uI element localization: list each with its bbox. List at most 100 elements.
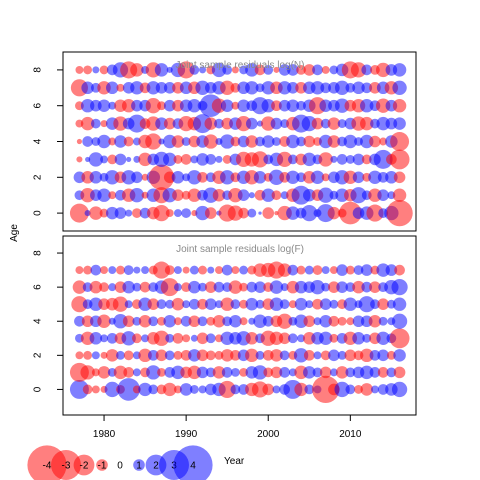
residual-bubble: [318, 152, 333, 167]
residual-bubble: [230, 367, 240, 377]
residual-bubble: [90, 264, 102, 276]
residual-bubble: [247, 208, 257, 218]
residual-bubble: [220, 170, 235, 185]
residual-bubble: [197, 298, 208, 310]
residual-bubble: [141, 266, 150, 275]
residual-bubble: [220, 80, 235, 95]
residual-bubble: [126, 156, 132, 162]
residual-bubble: [222, 316, 233, 327]
residual-bubble: [196, 332, 209, 345]
residual-bubble: [69, 203, 89, 223]
residual-bubble: [301, 115, 317, 132]
residual-bubble: [313, 351, 322, 360]
residual-bubble: [116, 265, 125, 275]
residual-bubble: [80, 365, 95, 380]
residual-bubble: [238, 207, 249, 219]
residual-bubble: [173, 350, 183, 360]
residual-bubble: [345, 265, 355, 275]
residual-bubble: [237, 189, 250, 201]
residual-bubble: [329, 266, 338, 275]
residual-bubble: [108, 191, 117, 200]
x-axis: 1980 1990 2000 2010: [93, 415, 362, 440]
residual-bubble: [303, 188, 316, 202]
residual-bubble: [127, 114, 146, 133]
residual-bubble: [97, 366, 111, 379]
residual-bubble: [212, 188, 226, 202]
residual-bubble: [271, 190, 282, 201]
residual-bubble: [105, 170, 120, 185]
residual-bubble: [230, 136, 241, 147]
residual-bubble: [321, 173, 330, 182]
residual-bubble: [294, 314, 308, 328]
residual-bubble: [336, 264, 348, 276]
residual-bubble: [319, 99, 332, 112]
residual-bubble: [214, 118, 224, 129]
residual-bubble: [312, 265, 323, 275]
residual-bubble: [312, 298, 323, 310]
residual-bubble: [131, 171, 143, 184]
bottom-panel-title: Joint sample residuals log(F): [176, 244, 304, 255]
residual-bubble: [336, 281, 348, 293]
residual-bubble: [156, 299, 167, 310]
residual-bubble: [245, 81, 259, 95]
residual-bubble: [129, 188, 145, 203]
top-y-tick-label: 0: [33, 210, 44, 216]
residual-bubble: [132, 368, 141, 377]
residual-bubble: [262, 383, 275, 396]
residual-bubble: [83, 350, 93, 360]
residual-bubble: [187, 170, 202, 185]
residual-bubble: [393, 171, 406, 184]
residual-bubble: [99, 282, 109, 293]
residual-bubble: [91, 351, 100, 360]
residual-bubble: [248, 192, 255, 199]
residual-bubble: [360, 264, 373, 276]
residual-bubble: [231, 101, 240, 110]
residual-bubble: [261, 135, 275, 148]
residual-bubble: [145, 133, 162, 150]
residual-bubble: [89, 297, 103, 311]
legend-label: 1: [136, 461, 142, 472]
residual-bubble: [187, 98, 202, 113]
residual-bubble: [277, 81, 292, 95]
residual-bubble: [330, 155, 338, 163]
bottom-y-tick-label: 4: [33, 318, 44, 324]
residual-bubble: [190, 155, 199, 164]
residual-bubble: [310, 170, 325, 185]
residual-bubble: [377, 298, 389, 310]
residual-bubble: [69, 379, 89, 399]
residual-bubble: [352, 171, 365, 184]
residual-bubble: [196, 153, 209, 166]
residual-bubble: [360, 134, 374, 149]
residual-bubble: [205, 333, 216, 344]
residual-bubble: [228, 280, 243, 294]
residual-bubble: [80, 98, 95, 113]
residual-bubble: [328, 315, 340, 327]
residual-bubble: [360, 116, 374, 131]
residual-bubble: [195, 205, 210, 221]
residual-bubble: [246, 117, 258, 130]
residual-bubble: [235, 115, 252, 132]
residual-bubble: [286, 99, 300, 112]
residual-bubble: [181, 282, 192, 293]
residual-bubble: [310, 279, 325, 295]
residual-bubble: [354, 385, 363, 394]
residual-bubble: [204, 281, 217, 293]
top-panel-title: Joint sample residuals log(N): [176, 60, 305, 71]
residual-bubble: [353, 265, 364, 275]
residual-bubble: [251, 151, 269, 168]
legend-label: -4: [43, 461, 52, 472]
residual-bubble: [296, 265, 306, 275]
residual-bubble: [272, 385, 281, 394]
residual-bubble: [362, 333, 372, 343]
residual-bubble: [263, 65, 274, 75]
top-panel-y-axis: 0 2 4 6 8: [33, 67, 63, 216]
residual-bubble: [343, 170, 358, 185]
residual-bubble: [361, 82, 373, 94]
residual-bubble: [138, 314, 152, 328]
residual-bubble: [239, 367, 249, 377]
residual-bubble: [99, 65, 109, 75]
residual-bubble: [153, 330, 170, 346]
residual-bubble: [152, 261, 171, 279]
residual-bubble: [361, 281, 373, 293]
residual-bubble: [71, 296, 88, 313]
